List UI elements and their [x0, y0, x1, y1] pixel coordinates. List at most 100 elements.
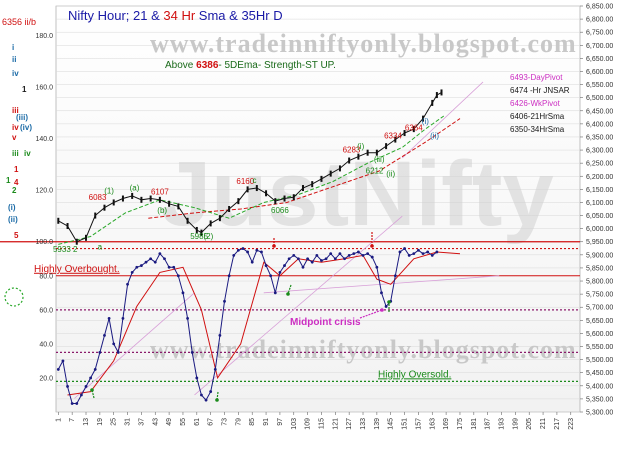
- rsi-trendline: [194, 215, 403, 396]
- x-tick-label: 43: [152, 418, 159, 426]
- price-annotation: (2): [203, 232, 213, 241]
- trend-lines: [74, 81, 500, 399]
- rsi-point: [352, 252, 356, 256]
- rsi-point: [176, 274, 180, 278]
- x-tick-label: 19: [97, 418, 104, 426]
- x-tick-label: 73: [222, 418, 229, 426]
- price-bar: [375, 149, 378, 156]
- rsi-signal-line: [67, 251, 461, 396]
- x-tick-label: 211: [540, 418, 547, 429]
- price-bar: [311, 181, 314, 188]
- price-bar: [338, 165, 341, 172]
- rsi-point: [417, 248, 420, 252]
- level-label: 6406-21HrSma: [510, 112, 565, 121]
- rsi-point: [384, 305, 388, 308]
- y-right-tick-label: 6,600.00: [586, 69, 613, 76]
- level-label: 6474 -Hr JNSAR: [510, 86, 570, 95]
- price-annotation: (iii): [374, 155, 385, 164]
- rsi-point: [435, 250, 439, 254]
- rsi-point: [315, 253, 319, 257]
- rsi-point: [209, 390, 213, 393]
- rsi-point: [232, 253, 236, 257]
- arrow-head: [272, 244, 276, 248]
- axes: 6,850.00 6,800.00 6,750.00 6,700.00 6,650.00…: [35, 4, 613, 430]
- rsi-point: [430, 253, 434, 257]
- arrow-head: [387, 300, 391, 304]
- wave-label-left: iii: [12, 149, 19, 158]
- price-bar: [440, 89, 443, 96]
- wave-label-left: 2: [12, 186, 17, 195]
- wave-label-left: v: [12, 133, 17, 142]
- wave-label-left: iii: [12, 106, 19, 115]
- rsi-point: [329, 252, 333, 256]
- x-tick-label: 157: [415, 418, 422, 430]
- rsi-point: [264, 264, 268, 267]
- rsi-point: [186, 316, 189, 320]
- rsi-point: [269, 274, 273, 278]
- rsi-point: [79, 393, 83, 397]
- rsi-point: [306, 257, 310, 261]
- rsi-point: [195, 376, 199, 380]
- price-bar: [168, 200, 171, 207]
- price-annotation: c: [253, 176, 257, 185]
- price-bar: [274, 198, 277, 205]
- rsi-point: [246, 250, 249, 254]
- price-annotation: (ii): [386, 169, 395, 178]
- price-fast-ma-line: [58, 115, 445, 245]
- price-annotation: 5933 2: [53, 245, 78, 254]
- y-right-tick-label: 6,500.00: [586, 95, 613, 102]
- price-bar: [329, 170, 332, 177]
- rsi-point: [310, 260, 314, 264]
- arrow-head: [90, 388, 94, 392]
- price-annotation: 6107: [151, 188, 169, 197]
- price-bar: [320, 175, 323, 182]
- rsi-point: [56, 368, 60, 371]
- rsi-point: [66, 385, 69, 388]
- rsi-point: [84, 385, 88, 388]
- rsi-point: [260, 250, 263, 254]
- wave-label-left: 1: [22, 85, 27, 94]
- price-bar: [255, 185, 258, 192]
- rsi-point: [70, 402, 74, 405]
- y-right-tick-label: 6,100.00: [586, 200, 613, 207]
- arrow-head: [380, 308, 384, 312]
- x-tick-label: 31: [125, 418, 132, 426]
- x-tick-label: 163: [429, 418, 436, 430]
- wave-label-left: ii: [12, 55, 16, 64]
- price-annotation: 6212: [366, 167, 384, 176]
- x-tick-label: 223: [568, 418, 575, 430]
- wave-label-left: (ii): [8, 215, 18, 224]
- price-annotation: 6066: [271, 206, 289, 215]
- y-right-tick-label: 5,550.00: [586, 344, 613, 351]
- rsi-point: [116, 351, 120, 354]
- rsi-point: [223, 299, 226, 303]
- rsi-point: [356, 250, 360, 254]
- rsi-point: [130, 270, 134, 274]
- price-annotation: (i): [357, 142, 364, 151]
- price-bar: [186, 217, 189, 224]
- y-left-lower-tick-label: 20.0: [39, 375, 53, 382]
- y-right-tick-label: 5,900.00: [586, 252, 613, 259]
- price-bar: [85, 234, 88, 241]
- chart-series: [56, 89, 461, 405]
- rsi-point: [393, 274, 397, 278]
- rsi-point: [296, 257, 300, 261]
- rsi-point: [135, 265, 139, 269]
- rsi-point: [75, 402, 79, 405]
- above-note-prefix: Above: [165, 60, 196, 71]
- y-right-tick-label: 5,700.00: [586, 305, 613, 312]
- wave-label-left: 5: [14, 231, 19, 240]
- rsi-point: [98, 351, 102, 354]
- x-tick-label: 103: [291, 418, 298, 430]
- rsi-levels: Highly Overbought. Highly Oversold.: [0, 241, 580, 382]
- above-note: Above 6386- 5DEma- Strength-ST UP.: [165, 60, 336, 71]
- x-tick-label: 115: [318, 418, 325, 429]
- price-bar: [403, 130, 406, 137]
- x-tick-label: 121: [332, 418, 339, 430]
- rsi-point: [158, 252, 162, 256]
- wave-label-left: 1: [6, 176, 11, 185]
- rsi-point: [204, 398, 208, 402]
- price-bar: [112, 199, 115, 206]
- y-right-tick-label: 6,750.00: [586, 30, 613, 37]
